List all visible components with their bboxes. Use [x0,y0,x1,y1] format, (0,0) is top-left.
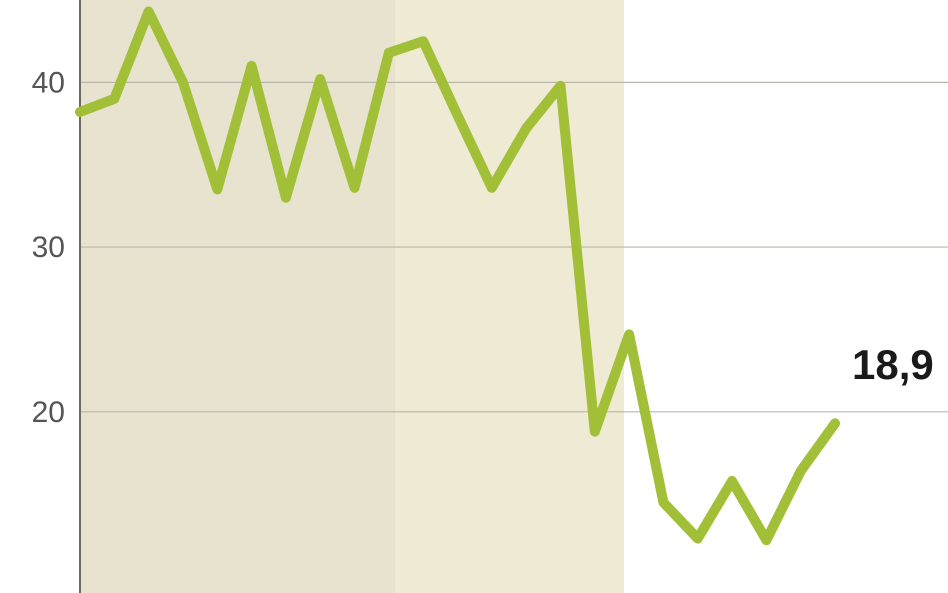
end-value-label: 18,9 [852,341,934,388]
background-band [395,0,624,593]
background-band [624,0,835,593]
y-tick-labels: 20 30 40 [32,66,65,428]
y-tick-label: 20 [32,396,65,429]
chart-container: 20 30 40 18,9 [0,0,948,593]
background-band [80,0,395,593]
line-chart-svg: 20 30 40 18,9 [0,0,948,593]
y-tick-label: 30 [32,231,65,264]
y-tick-label: 40 [32,66,65,99]
